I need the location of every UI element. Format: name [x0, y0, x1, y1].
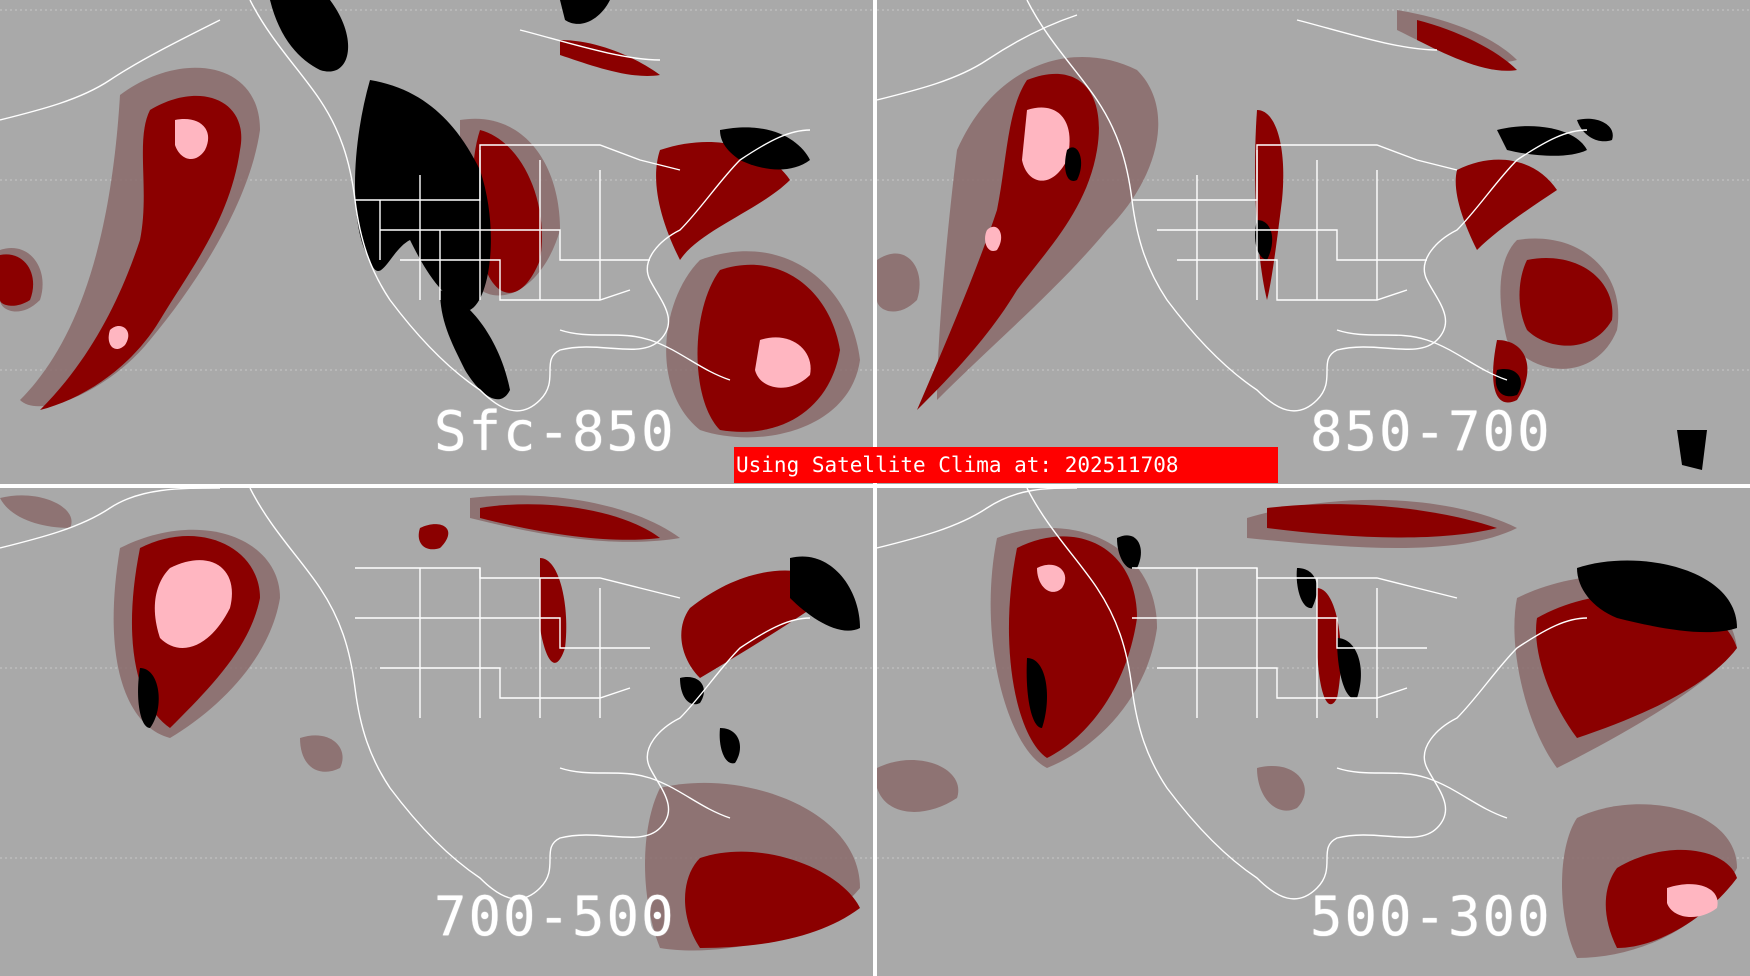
map-850-700: [877, 0, 1750, 470]
panel-label-700-500: 700-500: [434, 885, 676, 948]
cloud-pink: [985, 107, 1070, 251]
panel-label-850-700: 850-700: [1310, 400, 1552, 463]
map-panel-700-500: [0, 488, 873, 976]
satellite-clima-banner: Using Satellite Clima at: 202511708: [734, 447, 1278, 483]
cloud-black: [270, 0, 810, 400]
cloud-pink: [154, 560, 232, 648]
cloud-black: [138, 556, 860, 764]
panel-label-sfc-850: Sfc-850: [434, 400, 676, 463]
map-500-300: [877, 488, 1750, 958]
horizontal-divider: [0, 484, 1750, 488]
map-sfc-850: [0, 0, 873, 438]
coastlines-borders: [877, 488, 1588, 900]
cloud-pink: [1037, 564, 1718, 918]
map-700-500: [0, 488, 873, 951]
cloud-black: [1065, 118, 1707, 470]
vertical-divider: [873, 0, 877, 976]
map-panel-850-700: [877, 0, 1750, 484]
map-panel-500-300: [877, 488, 1750, 976]
coastlines-borders: [877, 0, 1588, 412]
coastlines-borders: [0, 488, 811, 900]
cloud-pink: [108, 119, 811, 388]
map-panel-sfc-850: [0, 0, 873, 484]
coastlines-borders: [0, 0, 811, 412]
panel-label-500-300: 500-300: [1310, 885, 1552, 948]
cloud-dark-red: [131, 504, 860, 948]
